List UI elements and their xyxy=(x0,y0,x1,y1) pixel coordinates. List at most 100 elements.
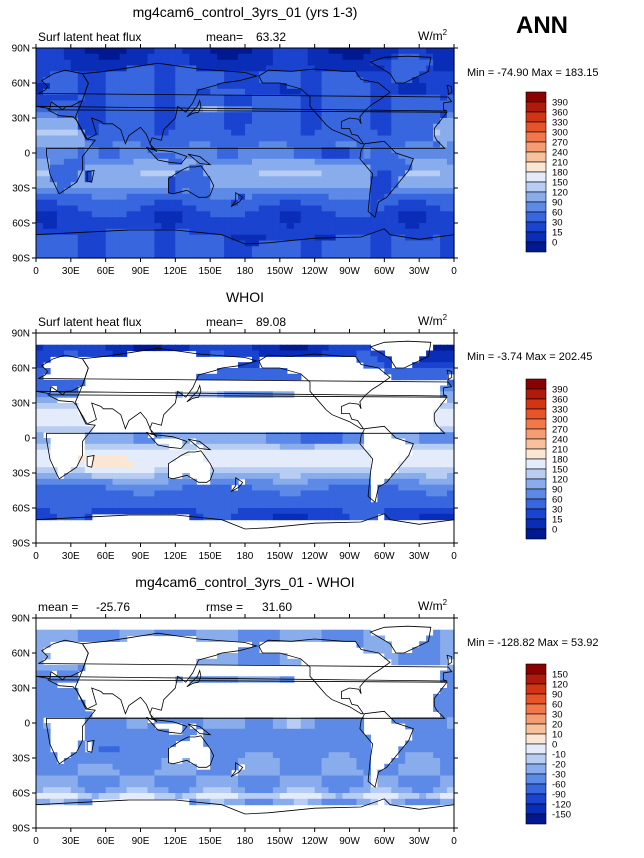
colorbar-swatch xyxy=(525,398,547,410)
lon-tick-label: 150E xyxy=(198,266,222,277)
colorbar-swatch xyxy=(525,111,547,123)
mean-label: mean= xyxy=(206,315,244,329)
colorbar-swatch xyxy=(525,438,547,450)
lon-tick-label: 0 xyxy=(33,551,39,562)
lat-tick-label: 30S xyxy=(12,754,30,765)
lon-tick-label: 0 xyxy=(33,836,39,847)
colorbar-swatch xyxy=(525,488,547,500)
colorbar-label: 180 xyxy=(552,168,568,179)
colorbar-swatch xyxy=(525,171,547,183)
coastline-japan xyxy=(186,669,202,688)
lat-tick-label: 60S xyxy=(12,219,30,230)
coastline-greenland xyxy=(369,340,432,369)
colorbar-label: 90 xyxy=(552,690,563,701)
colorbar-swatch xyxy=(525,141,547,153)
colorbar-label: -90 xyxy=(552,790,566,801)
colorbar-swatch xyxy=(525,518,547,530)
lon-tick-label: 120W xyxy=(302,266,329,277)
colorbar-swatch xyxy=(525,693,547,705)
lon-tick-label: 0 xyxy=(451,551,457,562)
map-field xyxy=(36,618,455,828)
colorbar-label: -30 xyxy=(552,770,566,781)
lon-tick-label: 90E xyxy=(132,836,150,847)
colorbar-label: 30 xyxy=(552,218,563,229)
coastline-japan xyxy=(186,384,202,403)
colorbar-label: 15 xyxy=(552,228,563,239)
colorbar-swatch xyxy=(525,408,547,420)
mean-label: mean = xyxy=(38,600,79,614)
min-max-readout: Min = -74.90 Max = 183.15 xyxy=(467,67,599,79)
map-field xyxy=(36,333,455,543)
colorbar-label: 210 xyxy=(552,158,568,169)
colorbar-swatch xyxy=(525,813,547,825)
colorbar-swatch xyxy=(525,763,547,775)
mean-value: 89.08 xyxy=(256,315,287,329)
lat-tick-label: 0 xyxy=(24,149,30,160)
colorbar-label: 390 xyxy=(552,385,568,396)
colorbar-swatch xyxy=(525,498,547,510)
colorbar-swatch xyxy=(525,783,547,795)
colorbar-label: 150 xyxy=(552,465,568,476)
lon-tick-label: 60W xyxy=(374,266,395,277)
colorbar-label: 330 xyxy=(552,405,568,416)
min-max-readout: Min = -3.74 Max = 202.45 xyxy=(467,351,593,363)
colorbar-label: 240 xyxy=(552,148,568,159)
coastlines xyxy=(35,55,455,259)
coastline-madagascar xyxy=(86,170,95,183)
lon-tick-label: 90W xyxy=(339,266,360,277)
lon-tick-label: 30W xyxy=(409,266,430,277)
lat-tick-label: 30S xyxy=(12,469,30,480)
coastline-indonesia xyxy=(146,146,188,164)
colorbar-swatch xyxy=(525,388,547,400)
lat-tick-label: 90N xyxy=(12,614,30,625)
colorbar-label: 20 xyxy=(552,720,563,731)
lat-tick-label: 30N xyxy=(12,114,30,125)
colorbar-swatch xyxy=(525,91,547,103)
colorbar-swatch xyxy=(525,231,547,243)
colorbar-label: 60 xyxy=(552,208,563,219)
lat-tick-label: 90N xyxy=(12,329,30,340)
lon-tick-label: 60W xyxy=(374,551,395,562)
lon-tick-label: 90W xyxy=(339,551,360,562)
colorbar-swatch xyxy=(525,378,547,390)
lon-tick-label: 90E xyxy=(132,266,150,277)
colorbar-swatch xyxy=(525,528,547,540)
colorbar-label: 240 xyxy=(552,435,568,446)
lat-tick-label: 60N xyxy=(12,649,30,660)
units-label: W/m2 xyxy=(418,313,448,328)
mean-label: mean= xyxy=(206,30,244,44)
colorbar-label: 300 xyxy=(552,415,568,426)
coastline-newguinea xyxy=(187,153,212,166)
colorbar-label: 30 xyxy=(552,710,563,721)
colorbar-swatch xyxy=(525,151,547,163)
colorbar-label: 0 xyxy=(552,740,557,751)
units-label: W/m2 xyxy=(418,28,448,43)
coastline-indonesia xyxy=(146,431,188,449)
lon-tick-label: 120W xyxy=(302,836,329,847)
coastline-australia xyxy=(167,735,215,768)
lat-tick-label: 90S xyxy=(12,254,30,265)
colorbar-swatch xyxy=(525,793,547,805)
lat-tick-label: 60S xyxy=(12,504,30,515)
variable-label: Surf latent heat flux xyxy=(38,315,142,329)
colorbar-swatch xyxy=(525,803,547,815)
colorbar-swatch xyxy=(525,201,547,213)
lat-tick-label: 60N xyxy=(12,364,30,375)
coastline-namerica xyxy=(258,353,391,430)
colorbar-label: 180 xyxy=(552,455,568,466)
colorbar-swatch xyxy=(525,773,547,785)
lat-tick-label: 30N xyxy=(12,684,30,695)
lon-tick-label: 0 xyxy=(451,836,457,847)
colorbar-swatch xyxy=(525,221,547,233)
colorbar-swatch xyxy=(525,181,547,193)
colorbar-swatch xyxy=(525,673,547,685)
coastline-newzealand xyxy=(230,761,244,778)
colorbar-label: -60 xyxy=(552,780,566,791)
lon-tick-label: 150E xyxy=(198,551,222,562)
colorbar-label: 0 xyxy=(552,238,557,249)
coastline-africa xyxy=(46,679,448,765)
lon-tick-label: 120E xyxy=(164,836,188,847)
colorbar-label: 60 xyxy=(552,495,563,506)
